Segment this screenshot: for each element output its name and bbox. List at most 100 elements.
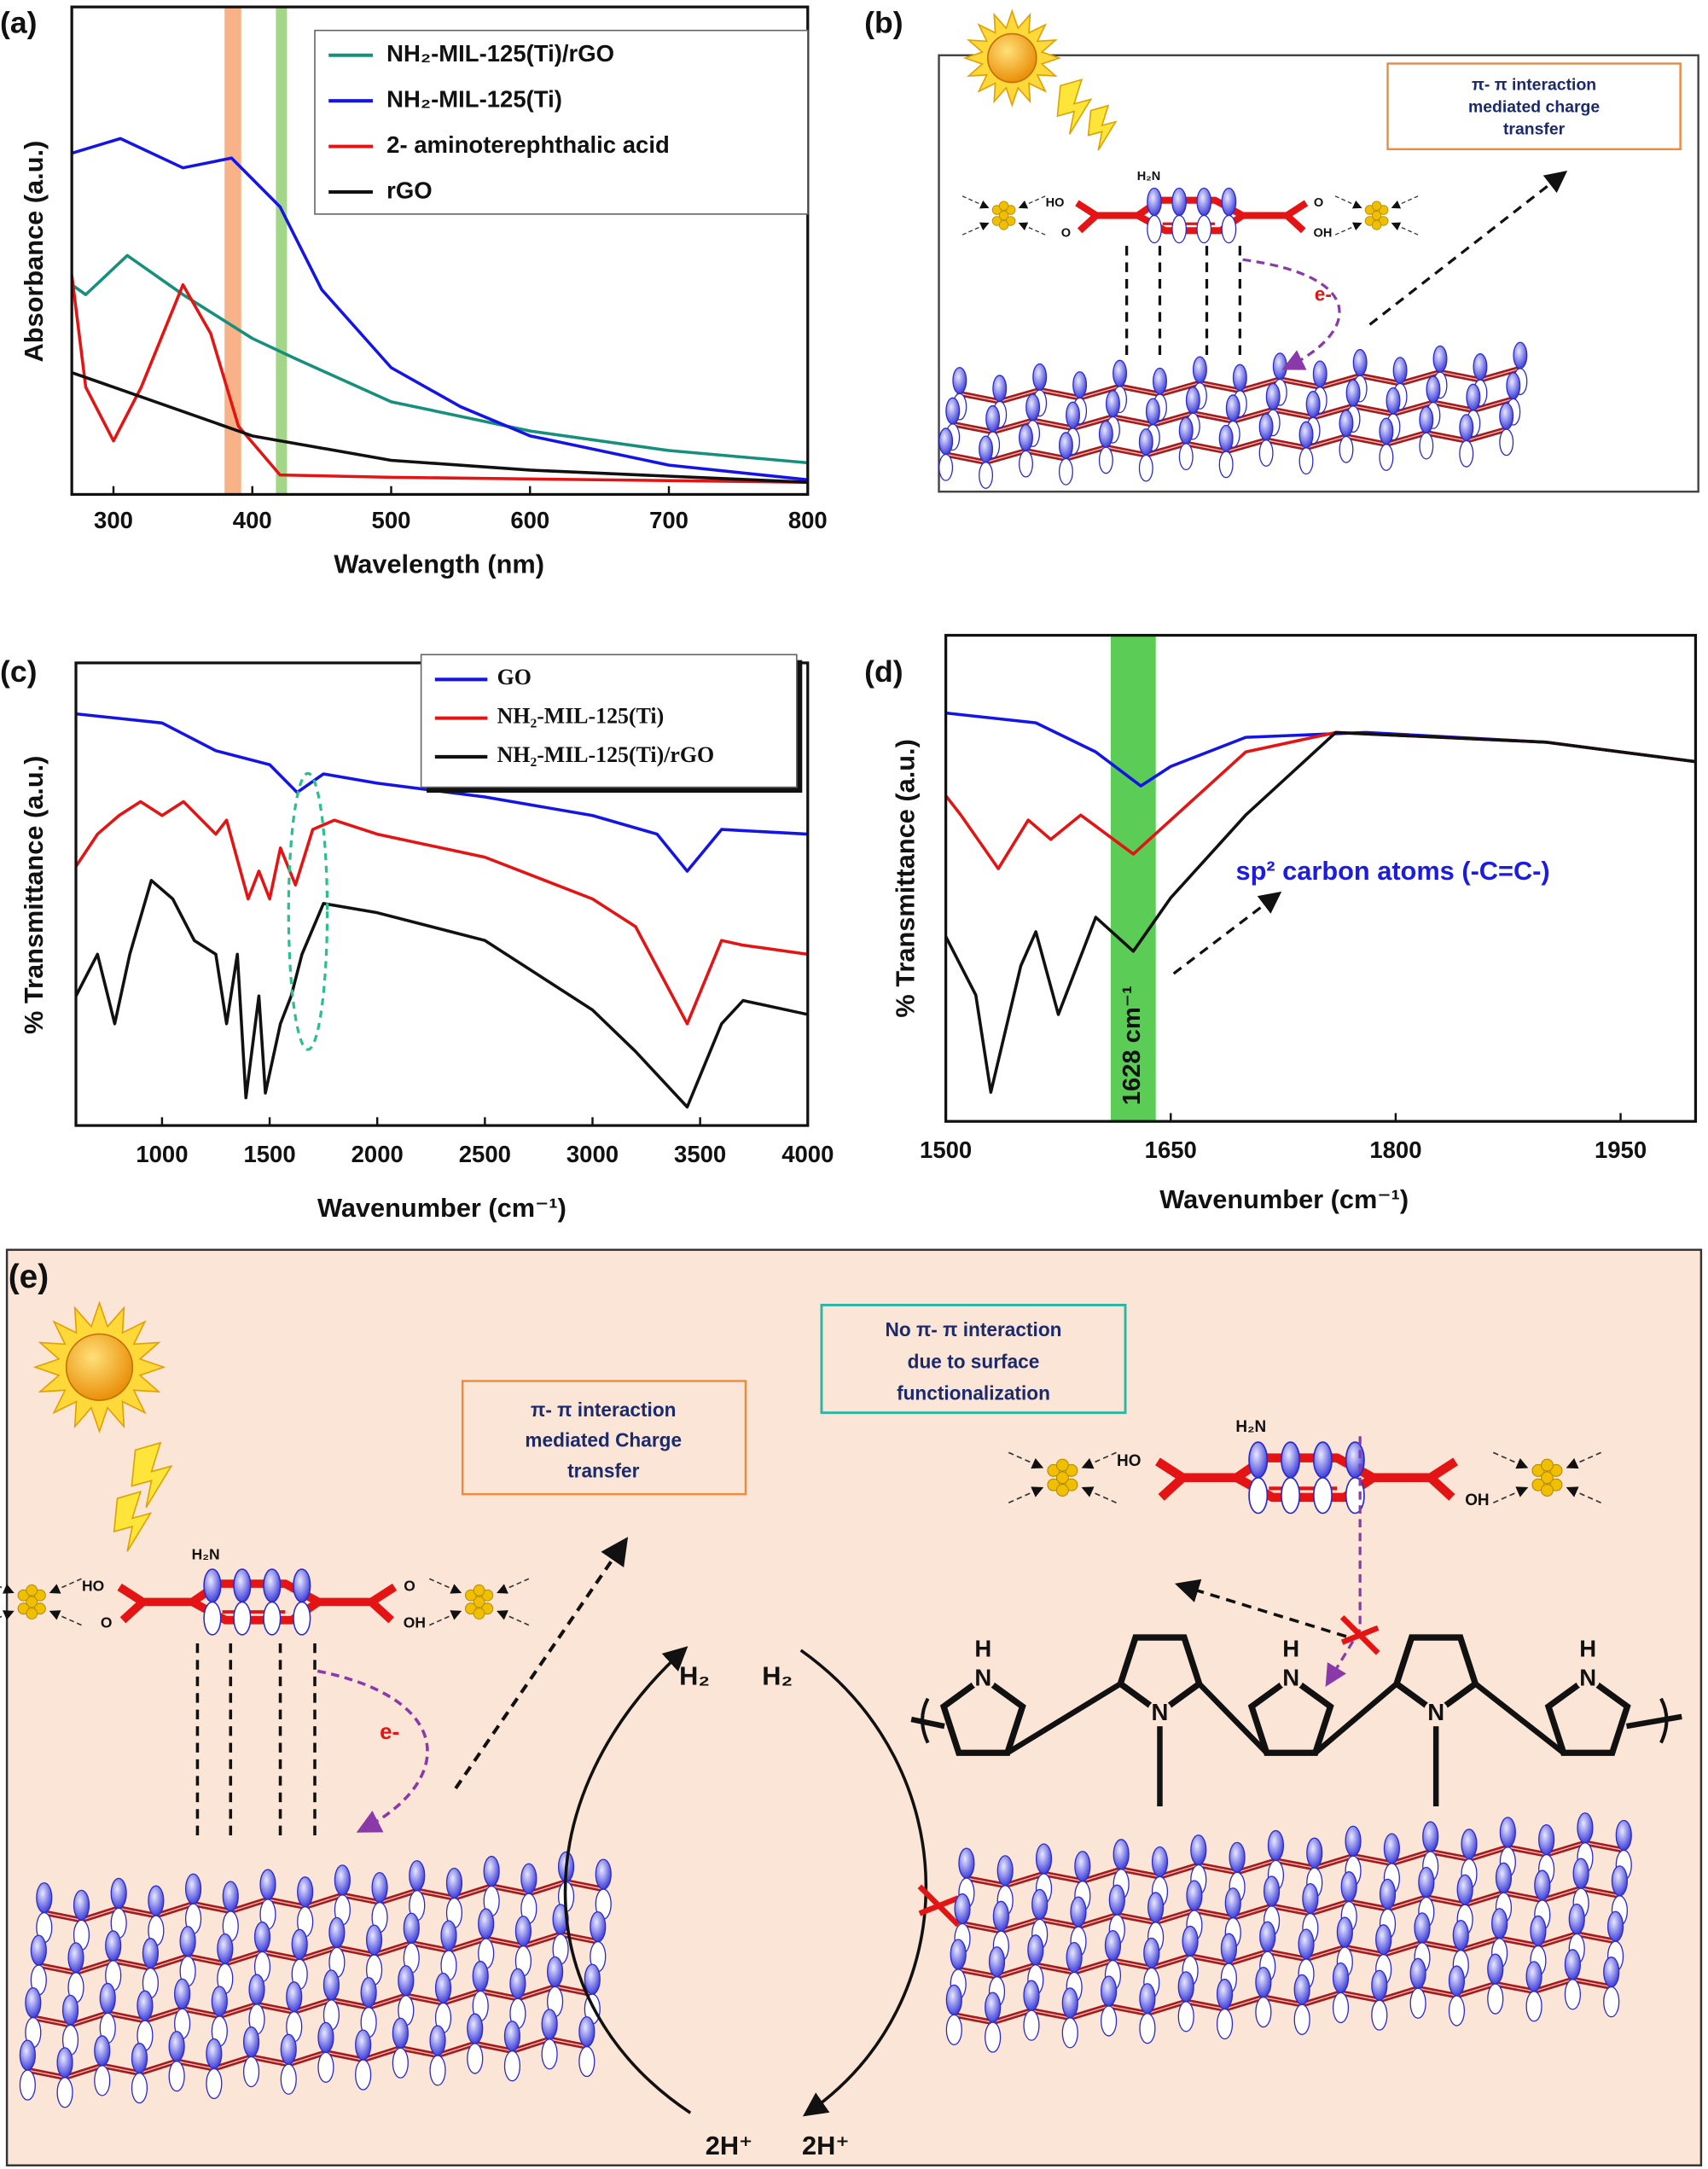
orbital-lobe [1336, 1916, 1353, 1948]
orbital-lobe [1263, 1875, 1281, 1907]
orbital-lobe [110, 1877, 127, 1910]
lightning [1056, 79, 1093, 135]
cluster-arrow [1334, 222, 1362, 236]
lattice-bond [38, 1933, 598, 1974]
x-tick-label: 1500 [920, 1137, 972, 1163]
orbital-lobe [1538, 1823, 1555, 1856]
orbital-lobe [988, 1946, 1006, 1978]
data-line [70, 275, 808, 484]
orbital-lobe [1603, 1986, 1620, 2018]
bracket [921, 1697, 930, 1744]
cluster-arrow [961, 222, 990, 236]
orbital-lobe [1104, 1929, 1122, 1962]
orbital-lobe [1218, 424, 1234, 452]
orbital-lobe [293, 1601, 311, 1636]
orbital-lobe [398, 1965, 415, 1997]
x-axis-label: Wavelength (nm) [334, 550, 544, 579]
orbital-lobe [979, 435, 994, 463]
orbital-lobe [503, 2021, 521, 2052]
orbital-lobe [1345, 379, 1361, 407]
data-line [75, 712, 808, 873]
orbital-lobe [1220, 1933, 1237, 1964]
carboxyl [369, 1598, 394, 1624]
x-axis-label: Wavenumber (cm⁻¹) [1159, 1184, 1409, 1214]
atom-label: O [1314, 196, 1323, 210]
lattice-bond [44, 1881, 604, 1921]
box-text: due to surface [908, 1350, 1040, 1372]
orbital-lobe [1306, 1837, 1323, 1869]
x-tick-label: 2500 [459, 1141, 511, 1167]
bracket [1659, 1697, 1669, 1744]
chain-bond [1006, 1681, 1122, 1756]
orbital-lobe [467, 2043, 484, 2074]
orbital-lobe [1456, 1874, 1473, 1905]
pyrrole-ring [1544, 1673, 1631, 1756]
orbital-lobe [1072, 371, 1088, 398]
y-axis-label: % Transmittance (a.u.) [890, 739, 920, 1017]
orbital-lobe [985, 1992, 1002, 2023]
orbital-lobe [1265, 382, 1281, 410]
orbital-lobe [1232, 363, 1247, 392]
orbital-lobe [1568, 1903, 1585, 1935]
atom-label: H₂N [1137, 170, 1160, 183]
orbital-lobe [1255, 1996, 1272, 2028]
orbital-lobe [1113, 359, 1128, 387]
orbital-lobe [105, 1930, 122, 1962]
orbital-lobe [1419, 432, 1434, 460]
orbital-lobe [1340, 1871, 1357, 1903]
atom-label: N [974, 1664, 991, 1690]
orbital-lobe [1298, 1928, 1315, 1960]
orbital-lobe [1293, 2003, 1310, 2035]
orbital-lobe [1615, 1819, 1632, 1852]
highlight-band [1110, 635, 1156, 1122]
atom-label: HO [1046, 196, 1065, 210]
orbital-lobe [584, 1963, 601, 1995]
electron-label: e- [1315, 282, 1332, 305]
panel-label: (b) [864, 6, 903, 40]
annotation: sp² carbon atoms (-C=C-) [1235, 856, 1549, 886]
atom-label: H [1282, 1635, 1299, 1661]
electron-label: e- [380, 1720, 399, 1744]
atom-label: HO [1117, 1452, 1141, 1470]
orbital-lobe [1196, 214, 1212, 244]
orbital-lobe [1138, 454, 1153, 482]
orbital-lobe [36, 1881, 53, 1914]
orbital-lobe [317, 2051, 334, 2083]
orbital-lobe [280, 2033, 297, 2065]
metal-cluster [1540, 1484, 1554, 1497]
panel-b-text-box [1386, 62, 1682, 151]
orbital-lobe [248, 1974, 265, 2005]
cluster-arrow [497, 1610, 530, 1626]
atom-label: N [1579, 1664, 1596, 1690]
orbital-lobe [1098, 420, 1113, 448]
orbital-lobe [541, 2038, 558, 2070]
orbital-lobe [263, 1568, 282, 1603]
panel-label: (a) [0, 6, 38, 40]
orbital-lobe [1177, 2001, 1194, 2032]
orbital-lobe [334, 1864, 351, 1896]
cluster-arrow [1391, 195, 1419, 209]
orbital-lobe [1386, 387, 1401, 415]
orbital-lobe [996, 1855, 1014, 1887]
orbital-lobe [1513, 341, 1528, 369]
orbital-lobe [985, 2021, 1002, 2053]
orbital-lobe [1098, 446, 1113, 474]
orbital-lobe [1409, 1957, 1426, 1989]
cluster-arrow [497, 1578, 530, 1594]
atom-label: OH [404, 1614, 426, 1631]
atom-label: OH [1465, 1492, 1489, 1509]
pyrrole-ring [1247, 1673, 1334, 1756]
lattice-bond [966, 1842, 1624, 1887]
cluster-arrow [0, 1584, 15, 1594]
orbital-lobe [1281, 1476, 1301, 1515]
orbital-lobe [137, 1990, 154, 2021]
metal-cluster [998, 210, 1009, 221]
atom-label: O [404, 1578, 415, 1595]
orbital-lobe [233, 1601, 252, 1636]
atom-bg [1575, 1665, 1601, 1691]
orbital-lobe [434, 1972, 452, 2004]
metal-cluster [998, 220, 1009, 230]
cluster-arrow [1566, 1451, 1601, 1469]
orbital-lobe [1216, 1978, 1234, 2010]
legend-label: NH₂-MIL-125(Ti) [386, 85, 562, 112]
